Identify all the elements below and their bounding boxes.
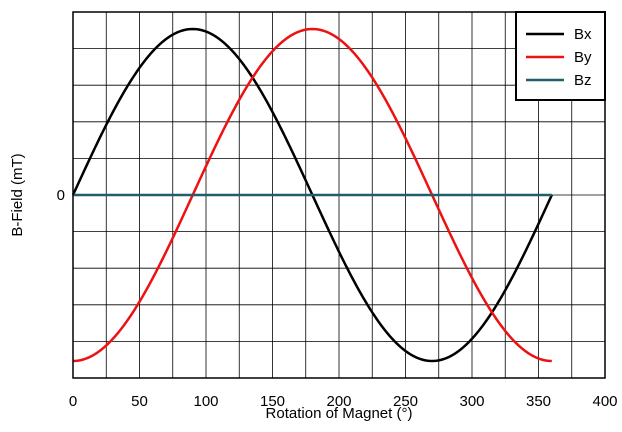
x-tick-label: 350 bbox=[526, 393, 551, 410]
x-tick-label: 250 bbox=[393, 393, 418, 410]
plot-frame bbox=[72, 11, 606, 379]
y-tick-label: 0 bbox=[57, 187, 65, 204]
legend-label-bx: Bx bbox=[574, 26, 592, 43]
series-layer bbox=[71, 27, 553, 363]
x-tick-label: 0 bbox=[69, 393, 77, 410]
x-tick-label: 300 bbox=[459, 393, 484, 410]
x-axis-title: Rotation of Magnet (°) bbox=[266, 405, 413, 422]
y-tick-labels: 0 bbox=[57, 187, 65, 204]
x-tick-label: 400 bbox=[592, 393, 617, 410]
x-tick-label: 100 bbox=[193, 393, 218, 410]
x-tick-label: 200 bbox=[326, 393, 351, 410]
legend: Bx By Bz bbox=[515, 11, 606, 101]
x-tick-labels: 0 50 100 150 200 250 300 350 400 bbox=[69, 393, 618, 410]
x-tick-label: 50 bbox=[131, 393, 148, 410]
y-axis-title: B-Field (mT) bbox=[9, 153, 26, 236]
legend-label-bz: Bz bbox=[574, 72, 592, 89]
series-line-by bbox=[72, 27, 552, 363]
x-tick-label: 150 bbox=[260, 393, 285, 410]
legend-label-by: By bbox=[574, 49, 592, 66]
